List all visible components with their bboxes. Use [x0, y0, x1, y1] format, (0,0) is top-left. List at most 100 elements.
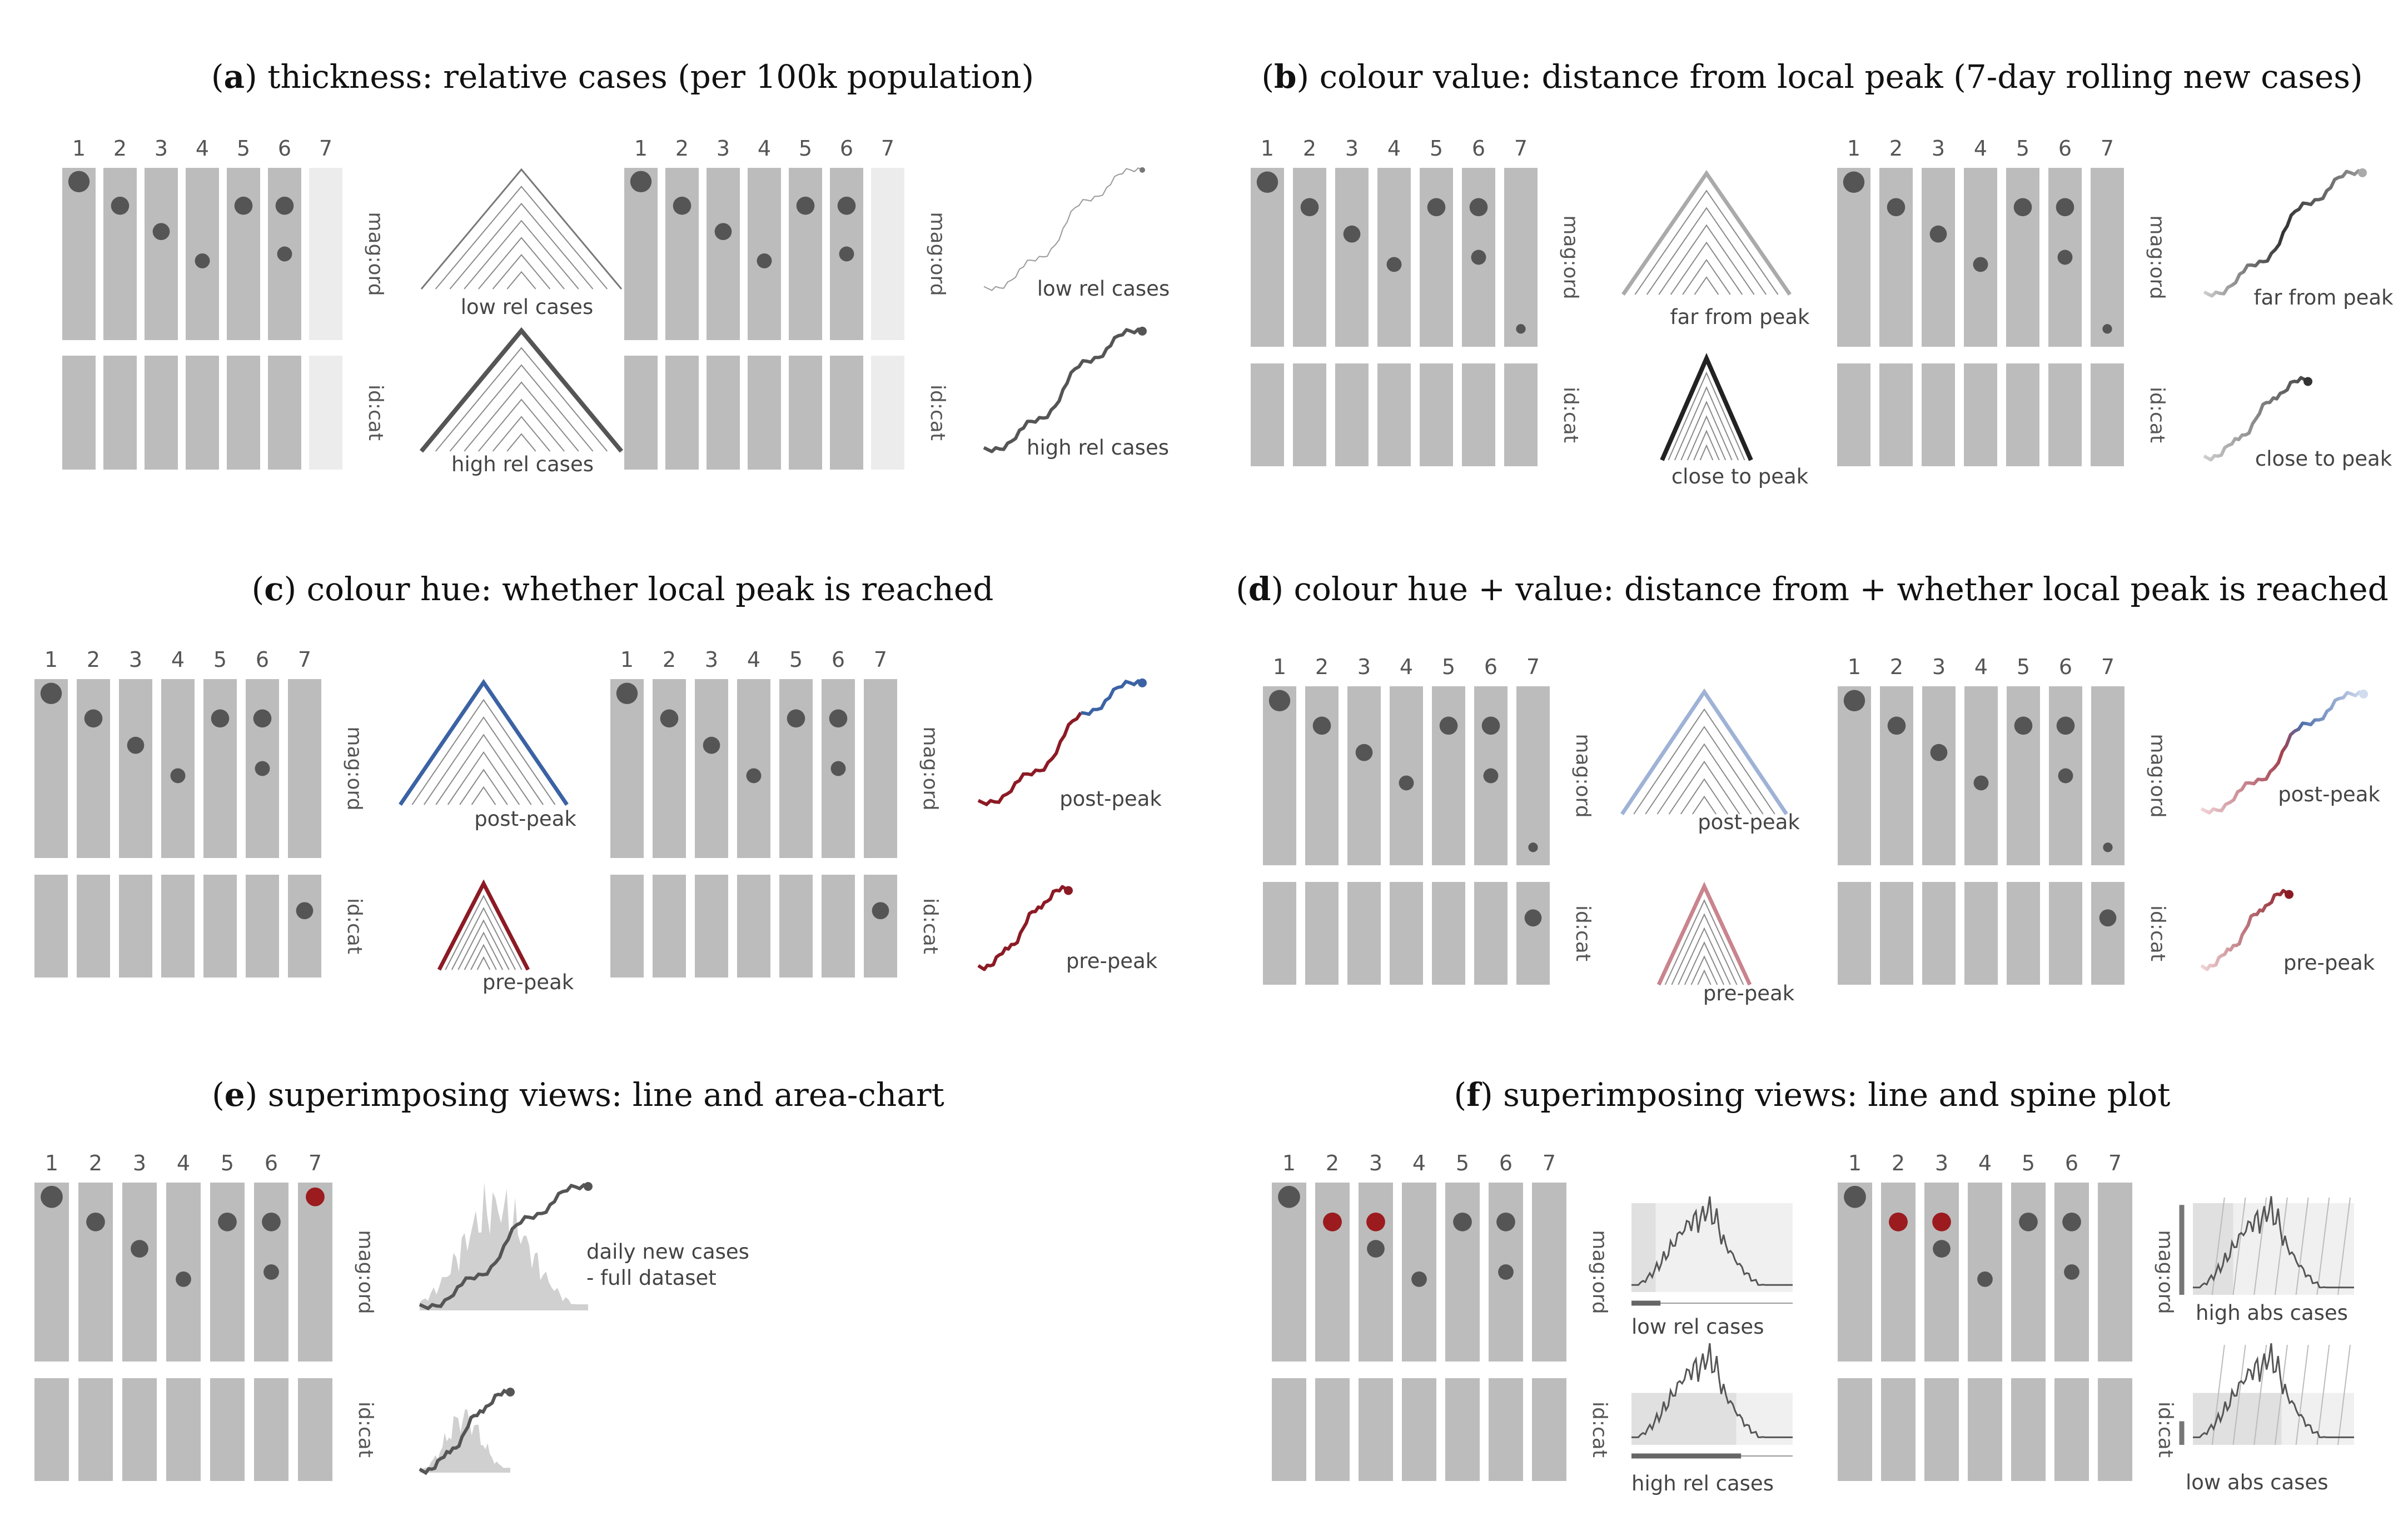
column-number: 2 [87, 647, 100, 672]
dot [1929, 225, 1947, 243]
dot [1453, 1212, 1472, 1231]
id-cell [1445, 1378, 1480, 1481]
annotation-e-daily-2: - full dataset [586, 1266, 717, 1290]
id-cell [288, 875, 321, 978]
id-cell [103, 356, 137, 470]
dot [195, 253, 210, 268]
line-end-dot [506, 1388, 515, 1397]
column-number: 3 [705, 647, 718, 672]
id-cell [186, 356, 219, 470]
mag-cell [1879, 168, 1913, 347]
line-chart-far [2203, 168, 2367, 298]
triangle-inner-line [471, 786, 496, 805]
mag-cell [1347, 686, 1381, 865]
spine-divider [2232, 1344, 2246, 1445]
dot [1367, 1240, 1385, 1258]
annotation-b-close: close to peak [1671, 465, 1809, 488]
row-label-mag: mag:ord [1559, 215, 1582, 299]
mag-cell [210, 1183, 245, 1362]
dot [872, 902, 889, 920]
line-series [419, 1183, 589, 1311]
dot [170, 768, 186, 784]
id-cell [1432, 882, 1465, 985]
mag-cell [864, 679, 897, 858]
grid-b-left: 1 2 3 4 5 6 7 mag:ord id:cat [1251, 136, 1582, 466]
triangle-inner-line [478, 237, 565, 290]
grid-f-right: 1 2 3 4 5 6 7 mag:ord id:cat [1838, 1151, 2177, 1481]
annotation-a-line-high: high rel cases [1027, 436, 1169, 460]
dot [86, 1212, 105, 1231]
column-number: 5 [221, 1151, 234, 1175]
id-cell [268, 356, 301, 470]
dot [1268, 690, 1291, 711]
column-number: 2 [1890, 655, 1903, 679]
id-cell [2006, 363, 2039, 466]
mag-cell [1516, 686, 1550, 865]
column-number: 2 [1303, 136, 1316, 161]
line-series-pre [977, 711, 1082, 807]
column-number: 4 [1978, 1151, 1992, 1175]
dot [1300, 198, 1319, 217]
dot [2102, 324, 2112, 334]
row-label-id: id:cat [354, 1402, 377, 1458]
id-cell [1347, 882, 1381, 985]
column-number: 1 [1848, 1151, 1862, 1175]
id-cell [298, 1378, 332, 1481]
id-cell [610, 875, 644, 978]
mag-cell [2098, 1183, 2132, 1362]
triangle-inner-line [1656, 743, 1752, 815]
panel-title-b: (b) colour value: distance from local pe… [1261, 58, 2362, 96]
line-chart-thick [983, 326, 1147, 453]
column-number: 5 [799, 136, 812, 161]
dot [1481, 716, 1500, 735]
id-cell [1359, 1378, 1393, 1481]
id-cell [1532, 1378, 1566, 1481]
triangle-inner-line [464, 220, 579, 290]
spine-line [1631, 1343, 1793, 1438]
annotation-b-line-far: far from peak [2254, 286, 2394, 310]
annotation-d-line-pre: pre-peak [2283, 951, 2375, 975]
mag-cell [1924, 1183, 1959, 1362]
id-cell [227, 356, 260, 470]
grid-f-left: 1 2 3 4 5 6 7 mag:ord id:cat [1272, 1151, 1611, 1481]
mag-cell [1532, 1183, 1566, 1362]
area-chart-full [419, 1182, 593, 1311]
triangle-glyph-thin [420, 168, 623, 290]
spine-divider [2295, 1344, 2309, 1445]
dot [41, 1185, 63, 1208]
id-cell [1838, 1378, 1872, 1481]
id-cell [1293, 363, 1326, 466]
panel-title-d: (d) colour hue + value: distance from + … [1236, 570, 2389, 608]
mag-cell [1335, 168, 1369, 347]
annotation-f-low-abs: low abs cases [2186, 1470, 2328, 1494]
annotation-c-post: post-peak [474, 807, 576, 831]
line-chart-pre-peak [977, 885, 1073, 971]
column-number: 4 [747, 647, 760, 672]
triangle-outer-line [399, 679, 569, 806]
row-label-id: id:cat [1588, 1402, 1611, 1458]
column-number: 2 [89, 1151, 102, 1175]
annotation-d-post: post-peak [1698, 810, 1800, 834]
annotation-f-high-rel: high rel cases [1631, 1472, 1774, 1495]
dot [1427, 198, 1446, 217]
column-number: 4 [1974, 136, 1987, 161]
id-cell [77, 875, 110, 978]
mag-cell [2091, 168, 2124, 347]
triangle-inner-line [1671, 913, 1738, 985]
triangle-inner-line [457, 919, 510, 970]
dot [2014, 716, 2033, 735]
mag-cell [298, 1183, 332, 1362]
row-label-mag: mag:ord [1571, 734, 1594, 817]
id-cell [2054, 1378, 2089, 1481]
id-cell [1881, 1378, 1916, 1481]
panel-title-e: (e) superimposing views: line and area-c… [212, 1076, 944, 1114]
id-cell [210, 1378, 245, 1481]
annotation-c-pre: pre-peak [482, 970, 574, 994]
triangle-glyph-far [1621, 169, 1792, 296]
id-cell [1504, 363, 1538, 466]
triangle-glyph-pre-light [1656, 881, 1752, 986]
id-cell [748, 356, 781, 470]
annotation-a-low: low rel cases [461, 295, 593, 319]
mag-cell [1880, 686, 1913, 865]
mag-cell [119, 679, 152, 858]
